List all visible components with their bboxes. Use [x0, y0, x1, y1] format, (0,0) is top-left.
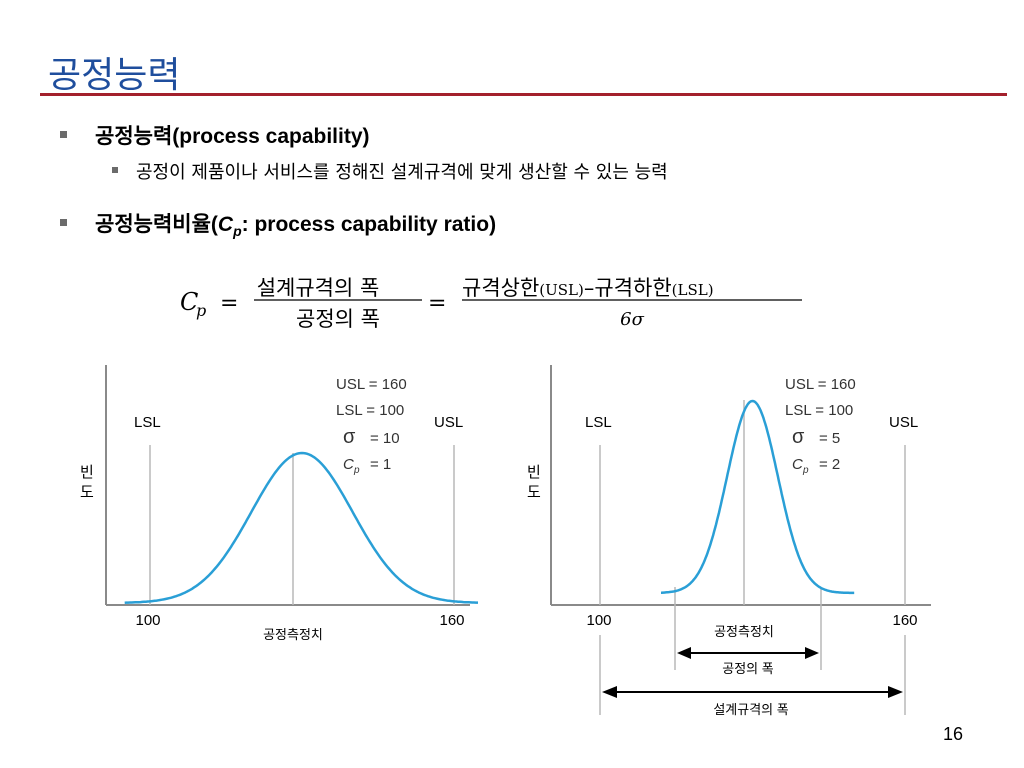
sigma-symbol: σ	[792, 426, 805, 448]
title-divider	[40, 93, 1007, 96]
cp-subscript: p	[802, 465, 809, 476]
bullet-square-icon	[112, 167, 118, 173]
spec-width-label: 설계규격의 폭	[713, 702, 788, 717]
cp-value: = 2	[819, 456, 840, 473]
formula-cp-sub: p	[196, 301, 206, 320]
x-tick-160: 160	[892, 612, 917, 629]
frac1-denominator: 공정의 폭	[296, 307, 380, 331]
chart-left: LSL USL 빈 도 100 160 공정측정치 USL = 160 LSL …	[80, 365, 478, 642]
bullet-process-capability: 공정능력(process capability)	[60, 120, 370, 150]
lsl-value: LSL = 100	[785, 402, 853, 419]
x-axis-label: 공정측정치	[714, 624, 774, 639]
bullet-square-icon	[60, 130, 67, 138]
usl-label: USL	[889, 414, 918, 431]
y-label-2: 도	[80, 484, 94, 501]
slide-title: 공정능력	[48, 55, 181, 96]
x-tick-100: 100	[135, 612, 160, 629]
x-axis-label: 공정측정치	[263, 627, 323, 642]
cp-symbol: C	[792, 456, 803, 473]
arrow-left-icon	[677, 647, 691, 659]
arrow-right-icon	[805, 647, 819, 659]
sigma-value: = 5	[819, 430, 840, 447]
usl-label: USL	[434, 414, 463, 431]
arrow-right-icon	[888, 686, 903, 698]
frac2-numerator: 규격상한(USL)–규격하한(LSL)	[462, 276, 714, 300]
frac1-numerator: 설계규격의 폭	[257, 276, 380, 300]
cp-subscript: p	[233, 223, 242, 240]
x-tick-160: 160	[439, 612, 464, 629]
formula-equals-2: =	[428, 291, 446, 316]
cp-formula: C p = 설계규격의 폭 공정의 폭 = 규격상한(USL)–규격하한(LSL…	[180, 276, 802, 331]
bullet-text: 공정능력(process capability)	[95, 125, 370, 148]
bullet-square-icon	[60, 218, 67, 226]
frac2-denominator: 6σ	[620, 309, 644, 330]
distribution-curve	[661, 399, 855, 595]
usl-value: USL = 160	[336, 376, 407, 393]
formula-cp: C	[180, 288, 198, 316]
sigma-value: = 10	[370, 430, 400, 447]
y-label-2: 도	[527, 484, 541, 501]
y-label-1: 빈	[527, 464, 541, 481]
cp-symbol: C	[343, 456, 354, 473]
bullet-prefix: 공정능력비율(	[95, 213, 218, 236]
lsl-label: LSL	[585, 414, 612, 431]
sub-bullet-definition: 공정이 제품이나 서비스를 정해진 설계규격에 맞게 생산할 수 있는 능력	[112, 158, 668, 184]
arrow-left-icon	[602, 686, 617, 698]
x-tick-100: 100	[586, 612, 611, 629]
process-width-label: 공정의 폭	[722, 661, 773, 676]
chart-right: LSL USL 빈 도 100 160 공정측정치 공정의 폭 설계규격의 폭 …	[527, 365, 931, 717]
y-label-1: 빈	[80, 464, 94, 481]
cp-symbol: C	[217, 213, 234, 236]
distribution-curve	[124, 451, 478, 604]
cp-subscript: p	[353, 465, 360, 476]
page-number: 16	[943, 724, 964, 744]
lsl-value: LSL = 100	[336, 402, 404, 419]
sub-bullet-text: 공정이 제품이나 서비스를 정해진 설계규격에 맞게 생산할 수 있는 능력	[136, 162, 668, 183]
bullet-capability-ratio: 공정능력비율(Cp: process capability ratio)	[60, 208, 496, 239]
formula-equals-1: =	[220, 291, 238, 316]
cp-value: = 1	[370, 456, 391, 473]
sigma-symbol: σ	[343, 426, 356, 448]
lsl-label: LSL	[134, 414, 161, 431]
bullet-suffix: : process capability ratio)	[241, 213, 497, 236]
usl-value: USL = 160	[785, 376, 856, 393]
